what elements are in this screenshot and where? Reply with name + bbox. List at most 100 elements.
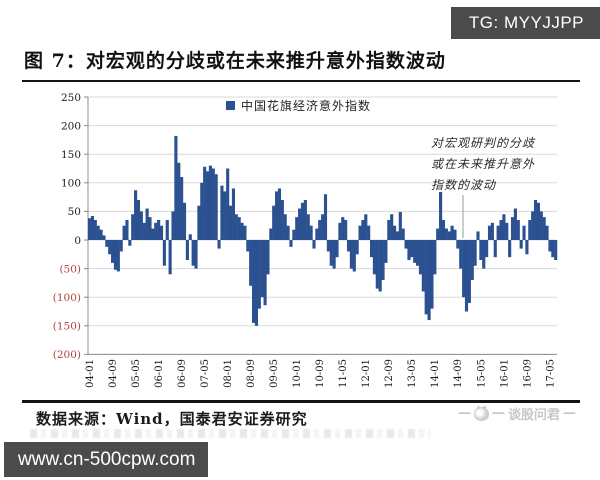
bar: [254, 240, 259, 326]
bar: [131, 214, 135, 240]
bar: [295, 217, 299, 240]
bar: [551, 240, 555, 258]
bar: [246, 240, 250, 252]
x-axis-label: 07-05: [200, 359, 211, 388]
bar: [116, 240, 120, 272]
bar: [341, 217, 345, 240]
x-axis-label: 12-01: [361, 359, 372, 388]
bar: [536, 202, 540, 240]
legend-label: 中国花旗经济意外指数: [241, 99, 372, 113]
bar: [369, 240, 374, 258]
bar: [326, 240, 330, 252]
bar: [355, 240, 359, 255]
bar: [344, 219, 348, 240]
bar: [401, 228, 405, 240]
bar: [269, 228, 273, 240]
bar: [243, 225, 247, 240]
bar: [312, 240, 316, 249]
x-axis-label: 06-01: [154, 359, 165, 388]
bar: [108, 240, 112, 255]
bar: [513, 208, 517, 240]
bar: [410, 240, 414, 258]
bar: [352, 240, 356, 272]
y-axis-label: 200: [61, 120, 81, 132]
bar: [220, 185, 224, 240]
bar: [151, 228, 155, 240]
bar: [447, 231, 451, 240]
bar: [105, 240, 109, 247]
bar: [464, 240, 469, 312]
bar: [174, 135, 178, 240]
figure-title: 图 7：对宏观的分歧或在未来推升意外指数波动: [24, 50, 446, 72]
chart-annotation: 对宏观研判的分歧 或在未来推升意外 指数的波动: [431, 133, 581, 196]
bar: [332, 240, 336, 269]
bar: [208, 165, 212, 240]
bar: [525, 240, 529, 255]
annotation-line-1: 对宏观研判的分歧: [431, 136, 536, 150]
bar: [142, 222, 146, 240]
bar: [548, 240, 552, 252]
x-axis-label: 04-01: [85, 359, 96, 388]
bar: [99, 229, 103, 240]
bar: [119, 240, 123, 252]
bar: [539, 211, 543, 240]
bar: [231, 188, 235, 240]
bar: [542, 217, 546, 240]
watermark-dash-left: —: [458, 406, 471, 421]
bar: [487, 225, 492, 240]
bar: [90, 215, 95, 240]
bar: [185, 240, 189, 261]
annotation-line-2: 或在未来推升意外: [431, 157, 536, 171]
x-axis-label: 13-05: [407, 359, 418, 388]
bar: [228, 205, 233, 240]
bar: [203, 166, 207, 240]
bar: [413, 240, 417, 263]
x-axis-label: 08-01: [223, 359, 234, 388]
watermark-dash-right: —: [563, 406, 577, 421]
bar: [177, 162, 181, 240]
bar: [384, 240, 388, 263]
bar: [88, 218, 92, 240]
bar: [303, 199, 307, 240]
bar: [482, 240, 486, 269]
bar: [171, 211, 175, 240]
bar: [113, 240, 118, 270]
bar: [476, 231, 480, 240]
bar: [441, 219, 446, 240]
y-axis-label: 0: [74, 235, 81, 247]
bar: [128, 240, 132, 246]
bar: [162, 240, 166, 266]
bar: [260, 240, 264, 298]
bar: [286, 225, 290, 240]
bar: [300, 202, 305, 240]
bar: [157, 219, 161, 240]
watermark-dash-mid: —: [492, 406, 505, 421]
bar: [349, 240, 353, 269]
bar: [522, 225, 526, 240]
bar: [470, 240, 474, 281]
bar: [381, 240, 385, 281]
bar: [387, 219, 391, 240]
bar: [223, 191, 227, 240]
bar: [165, 219, 169, 240]
bar: [214, 174, 218, 240]
x-axis-label: 15-05: [476, 359, 487, 388]
bar: [122, 225, 126, 240]
bar: [266, 240, 270, 275]
bar: [263, 240, 267, 306]
x-axis-label: 09-05: [269, 359, 280, 388]
bar: [136, 199, 141, 240]
bar-series: [88, 135, 558, 326]
bar: [554, 240, 558, 261]
bar: [102, 235, 106, 240]
bar: [545, 225, 549, 240]
bar: [323, 194, 328, 240]
bar: [280, 199, 284, 240]
bar: [277, 188, 282, 240]
bar: [257, 240, 261, 309]
x-axis-label: 11-05: [338, 359, 349, 388]
bar: [226, 168, 230, 240]
bar: [531, 211, 535, 240]
bar: [490, 222, 494, 240]
y-axis-label: 100: [61, 178, 81, 190]
